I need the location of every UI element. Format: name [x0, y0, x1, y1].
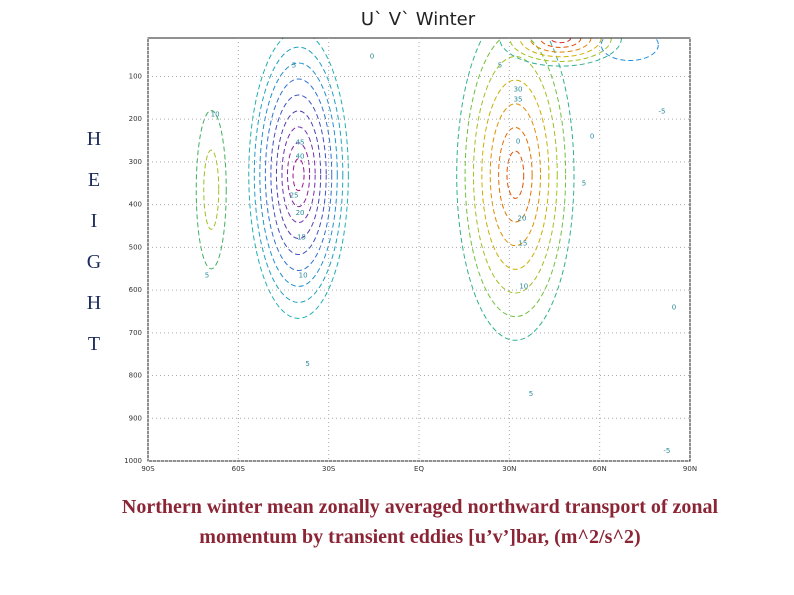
contour-label: 5: [205, 272, 209, 280]
y-tick-label: 100: [129, 72, 142, 80]
contour-label: 5: [529, 390, 533, 398]
x-tick-label: 90N: [683, 465, 697, 473]
caption: Northern winter mean zonally averaged no…: [121, 496, 719, 548]
contour-label: 20: [296, 209, 305, 217]
chart-title: U` V` Winter: [361, 9, 476, 30]
contour-line: [264, 78, 333, 271]
contour-line: [529, 38, 592, 53]
contour-line: [259, 62, 338, 287]
contour-line: [281, 126, 316, 224]
contour-label: 10: [299, 272, 308, 280]
contour-label: -5: [659, 107, 666, 115]
contour-line: [203, 149, 220, 230]
contour-line: [600, 38, 659, 62]
contour-line: [253, 46, 344, 303]
contour-line: [519, 38, 602, 58]
contour-label: 30: [514, 85, 523, 93]
x-tick-label: 60S: [232, 465, 246, 473]
contour-label: 45: [296, 139, 305, 147]
contour-label: -5: [663, 447, 670, 455]
contour-label: 15: [518, 240, 527, 248]
contour-line: [464, 38, 567, 318]
x-tick-label: 60N: [593, 465, 607, 473]
contour-line: [509, 38, 612, 62]
contour-line: [292, 158, 305, 192]
y-axis-label: HEIGHT: [83, 128, 105, 374]
y-tick-label: 200: [129, 115, 142, 123]
x-tick-label: 30S: [322, 465, 336, 473]
y-tick-label: 500: [129, 243, 142, 251]
x-tick-label: 30N: [502, 465, 516, 473]
contour-label: 5: [582, 180, 586, 188]
contour-layer: [195, 38, 659, 341]
y-tick-label: 900: [129, 414, 142, 422]
contour-line: [498, 126, 533, 223]
contour-label: 20: [518, 215, 527, 223]
contour-line: [270, 94, 327, 256]
contour-line: [248, 38, 349, 319]
y-tick-label: 600: [129, 286, 142, 294]
contour-label: 15: [297, 234, 306, 242]
contour-line: [275, 110, 322, 240]
contour-label: 5: [305, 360, 309, 368]
y-tick-label: 400: [129, 201, 142, 209]
contour-line: [286, 142, 311, 208]
contour-line: [195, 110, 227, 270]
contour-label: 10: [211, 110, 220, 118]
contour-label: 10: [519, 283, 528, 291]
plot-frame: [147, 37, 691, 462]
contour-line: [499, 38, 622, 67]
contour-label: 35: [514, 96, 523, 104]
contour-label: 25: [290, 192, 299, 200]
contour-line: [456, 38, 575, 341]
contour-line: [472, 55, 558, 294]
contour-label: 0: [370, 52, 374, 60]
y-tick-label: 800: [129, 372, 142, 380]
contour-line: [489, 103, 541, 247]
contour-line: [549, 38, 572, 44]
contour-label: 5: [498, 61, 502, 69]
contour-line: [506, 150, 525, 199]
x-tick-label: 90S: [141, 465, 155, 473]
contour-line: [481, 79, 550, 270]
contour-label: 0: [516, 137, 520, 145]
contour-label: 5: [292, 61, 296, 69]
y-tick-label: 300: [129, 158, 142, 166]
contour-label: 40: [296, 152, 305, 160]
x-tick-label: EQ: [414, 465, 424, 473]
y-tick-label: 1000: [124, 457, 142, 465]
y-tick-label: 700: [129, 329, 142, 337]
contour-label: 0: [672, 304, 676, 312]
contour-label: 0: [590, 133, 594, 141]
